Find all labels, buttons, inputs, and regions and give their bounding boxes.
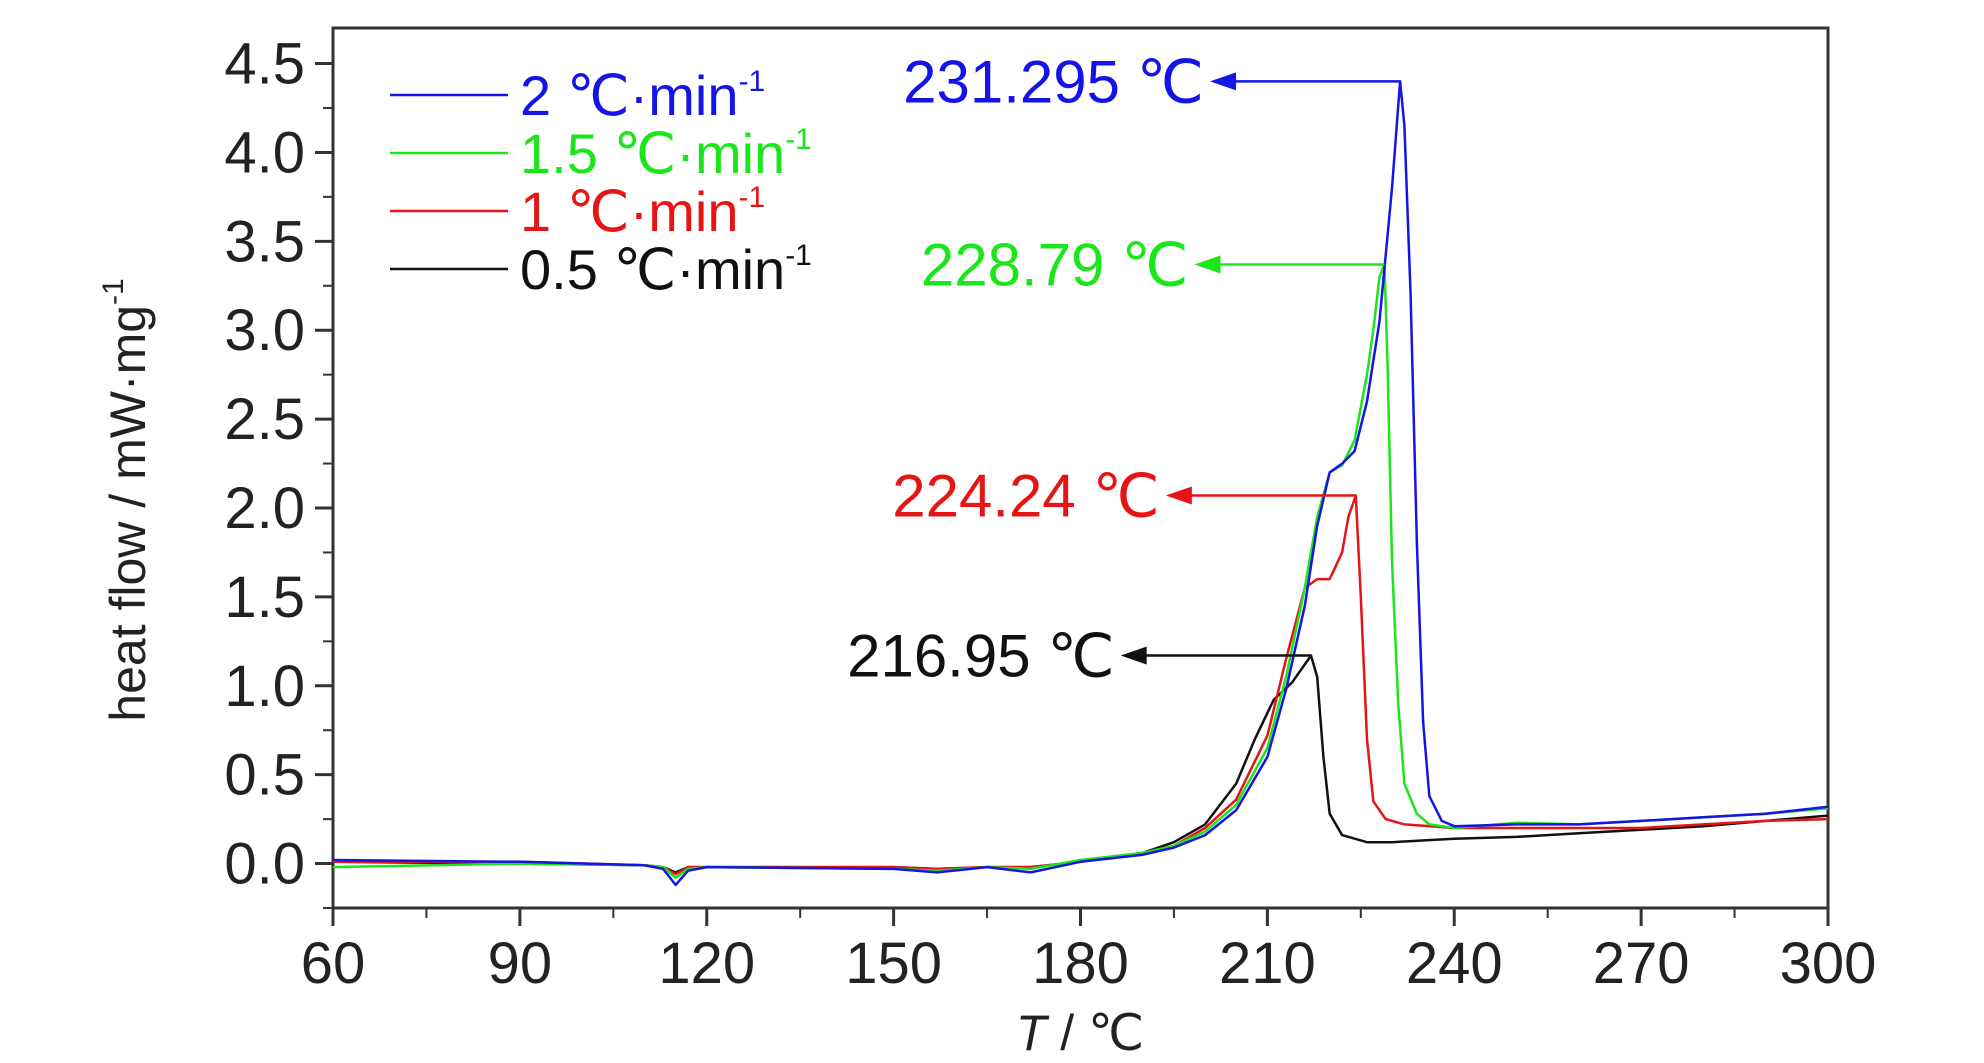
legend-label: 0.5 ℃·min-1 [520, 238, 812, 301]
peak-label: 224.24 ℃ [892, 463, 1160, 530]
y-tick-label: 2.5 [224, 387, 305, 452]
y-tick-label: 3.5 [224, 209, 305, 274]
x-tick-label: 60 [301, 931, 366, 996]
peak-label: 231.295 ℃ [903, 48, 1204, 115]
x-tick-label: 150 [845, 931, 942, 996]
y-tick-label: 4.0 [224, 120, 305, 185]
y-tick-label: 0.0 [224, 832, 305, 897]
series-line [332, 263, 1829, 880]
peak-label: 216.95 ℃ [847, 623, 1115, 690]
x-axis-title: T / ℃ [1016, 1005, 1144, 1061]
x-tick-label: 240 [1406, 931, 1503, 996]
y-tick-label: 2.0 [224, 476, 305, 541]
x-tick-label: 300 [1780, 931, 1877, 996]
legend-label: 1.5 ℃·min-1 [520, 122, 812, 185]
y-axis-label: heat flow / mW·mg [100, 305, 156, 722]
x-tick-label: 120 [658, 931, 755, 996]
ticks-layer: 60 90 120 150 180 210 240 270 300 0.0 0.5 1.0 1.5 2.0… [224, 32, 1876, 996]
annotation-arrow-head [1120, 646, 1147, 665]
y-axis-superscript: -1 [97, 278, 130, 305]
y-axis-title: heat flow / mW·mg-1 [97, 278, 156, 721]
y-tick-label: 1.5 [224, 565, 305, 630]
annotation-arrow-head [1210, 72, 1237, 91]
peak-label: 228.79 ℃ [921, 231, 1189, 298]
x-axis-unit: / ℃ [1046, 1005, 1144, 1061]
x-tick-label: 210 [1219, 931, 1316, 996]
series-line [332, 80, 1829, 887]
annotation-arrow-head [1194, 255, 1221, 274]
legend: 2 ℃·min-11.5 ℃·min-11 ℃·min-10.5 ℃·min-1 [390, 64, 812, 301]
legend-label: 1 ℃·min-1 [520, 180, 765, 243]
legend-label: 2 ℃·min-1 [520, 64, 765, 127]
y-tick-label: 4.5 [224, 32, 305, 97]
annotation-arrow-head [1165, 486, 1192, 505]
y-tick-label: 3.0 [224, 298, 305, 363]
x-axis-variable: T [1016, 1005, 1050, 1061]
x-tick-label: 180 [1032, 931, 1129, 996]
y-tick-label: 1.0 [224, 654, 305, 719]
x-tick-label: 270 [1593, 931, 1690, 996]
annotations-layer: 231.295 ℃ 228.79 ℃ 224.24 ℃ 216.95 ℃ [847, 48, 1401, 690]
x-tick-label: 90 [488, 931, 553, 996]
y-tick-label: 0.5 [224, 743, 305, 808]
